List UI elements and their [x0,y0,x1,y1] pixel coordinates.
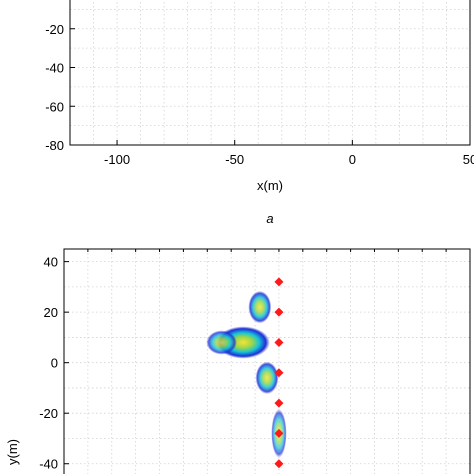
panel-b-frame [63,248,471,474]
panel-b-ylabel: y(m) [5,439,20,465]
heat-blob [206,330,237,355]
marker-point [274,428,284,438]
marker-point [274,459,284,469]
heat-blob [255,361,279,395]
panel-a: -100 -50 0 50 -20 -40 -60 -80 x(m) a [45,0,474,226]
panel-b-markers [274,277,284,469]
panel-b-ticks: 40 20 0 -20 -40 [39,249,471,472]
panel-b-grid [64,249,471,474]
panel-a-xlabel: x(m) [257,178,283,193]
marker-point [274,307,284,317]
panel-a-caption: a [266,211,273,226]
panel-a-xtick-label: -100 [104,152,130,167]
panel-b-ytick-label: -20 [39,406,58,421]
panel-b-heat [206,290,287,458]
panel-a-ytick-label: -60 [45,99,64,114]
panel-a-xtick-label: -50 [225,152,244,167]
marker-point [274,337,284,347]
panel-b-ytick-label: 0 [51,356,58,371]
panel-b: 40 20 0 -20 -40 y(m) [5,248,471,474]
marker-point [274,277,284,287]
panel-a-grid [70,0,471,146]
panel-a-xtick-label: 0 [349,152,356,167]
panel-a-ytick-label: -40 [45,61,64,76]
panel-a-ytick-label: -80 [45,138,64,153]
panel-b-ytick-label: -40 [39,457,58,472]
panel-a-xtick-label: 50 [463,152,474,167]
panel-a-ytick-label: -20 [45,22,64,37]
marker-point [274,398,284,408]
heat-blob [248,290,272,324]
marker-point [274,368,284,378]
panel-a-ticks: -100 -50 0 50 -20 -40 -60 -80 [45,22,474,167]
panel-b-ytick-label: 40 [44,255,58,270]
panel-a-frame [69,0,471,146]
panel-b-ytick-label: 20 [44,305,58,320]
